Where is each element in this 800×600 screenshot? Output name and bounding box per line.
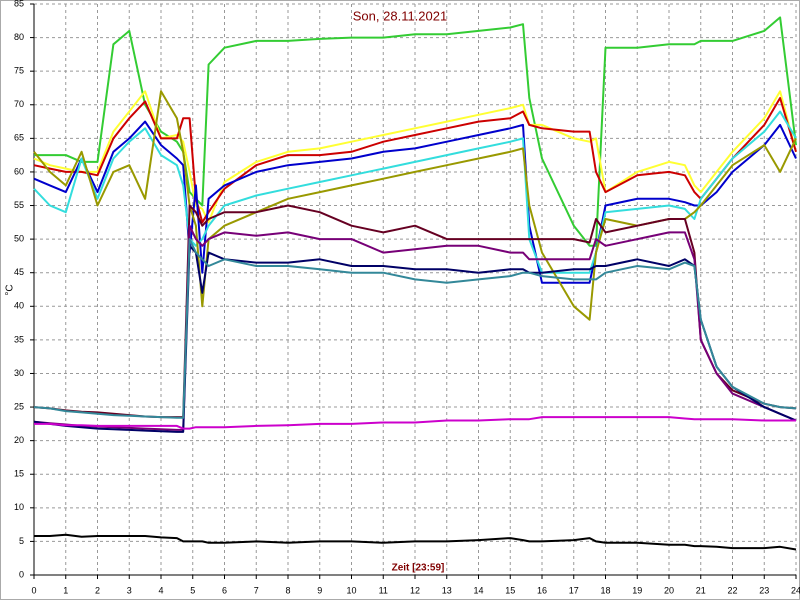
y-tick-label: 40 (14, 301, 24, 311)
x-tick-label: 23 (759, 585, 769, 595)
y-tick-label: 25 (14, 401, 24, 411)
chart-title: Son, 28.11.2021 (353, 8, 447, 23)
y-tick-label: 45 (14, 267, 24, 277)
y-tick-label: 30 (14, 368, 24, 378)
x-tick-label: 22 (727, 585, 737, 595)
x-tick-label: 4 (158, 585, 163, 595)
x-tick-label: 20 (664, 585, 674, 595)
x-tick-label: 5 (190, 585, 195, 595)
x-axis-label: Zeit [23:59] (392, 563, 445, 574)
x-tick-label: 16 (537, 585, 547, 595)
y-tick-label: 70 (14, 99, 24, 109)
x-tick-label: 11 (379, 585, 388, 595)
series-line (33, 97, 797, 224)
x-tick-label: 17 (569, 585, 579, 595)
y-tick-label: 50 (14, 233, 24, 243)
x-tick-label: 21 (696, 585, 706, 595)
x-tick-label: 14 (473, 585, 483, 595)
x-tick-label: 1 (63, 585, 68, 595)
series-line (33, 90, 797, 321)
x-tick-label: 10 (346, 585, 356, 595)
y-tick-label: 55 (14, 200, 24, 210)
series-line (33, 224, 797, 431)
series-line (34, 16, 797, 247)
y-tick-label: 35 (14, 334, 24, 344)
series-line (33, 120, 797, 284)
x-tick-label: 12 (410, 585, 420, 595)
x-tick-label: 19 (632, 585, 642, 595)
y-tick-label: 10 (14, 502, 24, 512)
series-line (34, 416, 796, 430)
series-line (33, 90, 797, 224)
y-tick-label: 15 (14, 469, 24, 479)
x-tick-label: 18 (600, 585, 610, 595)
y-tick-label: 0 (19, 569, 24, 579)
y-tick-label: 80 (14, 32, 24, 42)
x-tick-label: 3 (127, 585, 132, 595)
y-tick-label: 85 (14, 0, 24, 8)
x-tick-label: 9 (317, 585, 322, 595)
y-tick-label: 5 (19, 536, 24, 546)
y-tick-label: 60 (14, 166, 24, 176)
series-line (34, 533, 797, 551)
x-tick-label: 0 (31, 585, 36, 595)
x-tick-label: 15 (505, 585, 515, 595)
y-tick-label: 75 (14, 66, 24, 76)
x-tick-label: 13 (442, 585, 452, 595)
y-tick-label: 65 (14, 133, 24, 143)
x-tick-label: 8 (285, 585, 290, 595)
y-tick-label: 20 (14, 435, 24, 445)
x-tick-label: 7 (254, 585, 259, 595)
series-line (33, 244, 797, 433)
x-tick-label: 6 (222, 585, 227, 595)
x-tick-label: 24 (791, 585, 800, 595)
series-line (33, 238, 797, 419)
x-tick-label: 2 (95, 585, 100, 595)
series-line (33, 110, 797, 274)
y-axis-label: °C (5, 284, 16, 295)
